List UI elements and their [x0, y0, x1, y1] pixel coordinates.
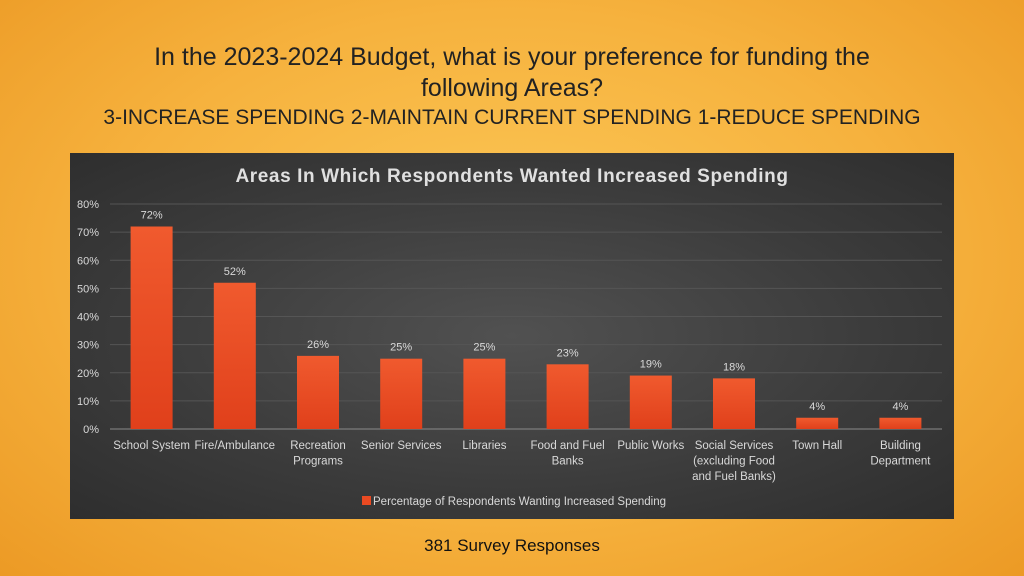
category-label: School System: [113, 440, 190, 452]
data-label: 19%: [640, 359, 662, 371]
bar: [130, 226, 173, 429]
y-tick-label: 40%: [77, 312, 99, 324]
category-label: Department: [870, 456, 931, 468]
bar: [463, 358, 506, 429]
category-label: Senior Services: [361, 440, 442, 452]
chart-title: Areas In Which Respondents Wanted Increa…: [235, 166, 788, 187]
chart-panel: Areas In Which Respondents Wanted Increa…: [70, 153, 954, 519]
bar: [380, 358, 423, 429]
bar: [213, 282, 256, 429]
y-tick-label: 20%: [77, 368, 99, 380]
data-label: 25%: [390, 342, 412, 354]
data-label: 72%: [141, 210, 163, 222]
data-label: 4%: [892, 401, 908, 413]
bar: [546, 364, 589, 429]
category-label: (excluding Food: [693, 456, 775, 468]
category-label: Building: [880, 440, 921, 452]
y-tick-label: 60%: [77, 255, 99, 267]
data-label: 52%: [224, 266, 246, 278]
category-label: Fire/Ambulance: [195, 440, 276, 452]
category-label: Town Hall: [792, 440, 842, 452]
data-label: 25%: [473, 342, 495, 354]
category-label: Social Services: [695, 440, 774, 452]
category-label: and Fuel Banks): [692, 471, 776, 483]
legend-label: Percentage of Respondents Wanting Increa…: [373, 496, 666, 508]
data-label: 23%: [557, 347, 579, 359]
y-tick-label: 30%: [77, 340, 99, 352]
y-tick-label: 70%: [77, 227, 99, 239]
data-label: 4%: [809, 401, 825, 413]
category-label: Banks: [552, 456, 584, 468]
data-label: 26%: [307, 339, 329, 351]
bar: [629, 375, 672, 429]
category-label: Food and Fuel: [531, 440, 605, 452]
category-label: Public Works: [617, 440, 684, 452]
bar: [297, 355, 339, 429]
bar: [713, 378, 755, 429]
category-label: Libraries: [462, 440, 506, 452]
legend-swatch: [362, 496, 371, 505]
bar-chart: Areas In Which Respondents Wanted Increa…: [77, 166, 942, 508]
category-label: Recreation: [290, 440, 346, 452]
slide-subtitle-scale: 3-INCREASE SPENDING 2-MAINTAIN CURRENT S…: [103, 106, 921, 129]
y-tick-label: 10%: [77, 396, 99, 408]
bar: [796, 417, 839, 429]
category-label: Programs: [293, 456, 343, 468]
bar: [879, 417, 922, 429]
y-tick-label: 50%: [77, 283, 99, 295]
data-label: 18%: [723, 361, 745, 373]
y-tick-label: 0%: [83, 424, 99, 436]
survey-responses-note: 381 Survey Responses: [424, 536, 600, 555]
slide-title-line-1: In the 2023-2024 Budget, what is your pr…: [154, 43, 870, 71]
y-tick-label: 80%: [77, 199, 99, 211]
slide-title-line-2: following Areas?: [420, 74, 604, 102]
